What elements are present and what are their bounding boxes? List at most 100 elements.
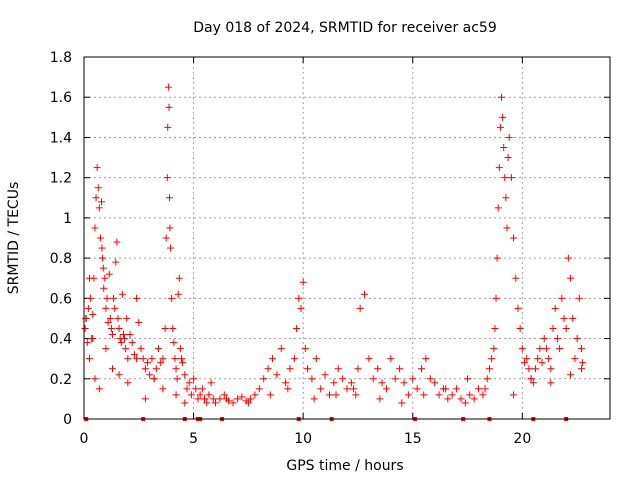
data-point (310, 395, 318, 403)
data-point (361, 290, 369, 298)
data-point (209, 395, 217, 403)
chart-title: Day 018 of 2024, SRMTID for receiver ac5… (193, 20, 497, 36)
data-point (400, 379, 408, 387)
data-point (264, 365, 272, 373)
data-point (286, 365, 294, 373)
data-point (304, 365, 312, 373)
data-point (409, 375, 417, 383)
y-tick-label: 1 (63, 211, 72, 227)
data-point (148, 355, 156, 363)
data-point (350, 385, 358, 393)
data-point (498, 93, 506, 101)
data-point (161, 325, 169, 332)
data-point (137, 345, 145, 353)
data-point (207, 379, 215, 387)
data-point (545, 355, 553, 363)
data-point (168, 294, 176, 302)
data-point (98, 198, 106, 206)
data-point (181, 399, 189, 407)
data-point (369, 375, 377, 383)
data-point (107, 325, 115, 332)
data-point (495, 164, 503, 172)
data-point (501, 174, 509, 182)
data-point (103, 294, 111, 302)
data-point (216, 395, 224, 403)
data-point (521, 359, 529, 367)
data-point (81, 325, 89, 332)
data-point (317, 385, 325, 393)
data-point (115, 325, 123, 332)
data-point (494, 204, 502, 212)
data-point (556, 345, 564, 353)
data-point (435, 391, 443, 399)
data-point (382, 385, 390, 393)
data-point (96, 234, 104, 242)
data-point (378, 379, 386, 387)
data-point (126, 331, 134, 339)
data-point (330, 379, 338, 387)
data-point (233, 395, 241, 403)
data-point (518, 345, 526, 353)
data-point (293, 325, 301, 332)
data-point (155, 345, 163, 353)
data-point (493, 254, 501, 262)
data-point (187, 391, 195, 399)
data-point (163, 174, 171, 182)
data-point (119, 331, 127, 339)
data-point (83, 339, 91, 347)
y-tick-label: 1.4 (50, 130, 72, 146)
data-point (571, 355, 579, 363)
data-point (404, 391, 412, 399)
data-point (95, 385, 103, 393)
data-point (579, 359, 587, 367)
x-tick-label: 0 (80, 431, 89, 447)
data-point (171, 355, 179, 363)
data-point (426, 375, 434, 383)
data-point (505, 133, 513, 141)
data-point (104, 318, 112, 326)
data-point (190, 375, 198, 383)
data-point (442, 385, 450, 393)
data-point (376, 395, 384, 403)
data-point (282, 379, 290, 387)
data-point (507, 174, 515, 182)
data-point (461, 399, 469, 407)
y-tick-label: 0 (63, 412, 72, 428)
data-point (567, 371, 575, 379)
data-point (457, 395, 465, 403)
data-point (514, 304, 522, 312)
data-point (391, 375, 399, 383)
data-point (203, 399, 211, 407)
data-point (164, 123, 172, 131)
data-point (124, 379, 132, 387)
data-point (575, 294, 583, 302)
data-point (112, 258, 120, 266)
data-point (181, 371, 189, 379)
data-point (510, 234, 518, 242)
data-point (185, 379, 193, 387)
data-point (268, 355, 276, 363)
data-point (105, 270, 113, 278)
data-point (192, 385, 200, 393)
data-point (229, 399, 237, 407)
x-axis-label: GPS time / hours (286, 458, 403, 474)
data-point (525, 365, 533, 373)
data-point (510, 391, 518, 399)
data-point (488, 355, 496, 363)
data-point (523, 355, 531, 363)
data-point (536, 345, 544, 353)
data-point (91, 375, 99, 383)
data-point (534, 355, 542, 363)
data-point (558, 294, 566, 302)
data-point (166, 224, 174, 232)
data-point (201, 395, 209, 403)
data-point (540, 335, 548, 343)
data-point (481, 385, 489, 393)
data-point (479, 391, 487, 399)
data-point (564, 254, 572, 262)
data-point (220, 391, 228, 399)
data-point (122, 345, 130, 353)
data-point (527, 375, 535, 383)
data-point (85, 274, 93, 282)
